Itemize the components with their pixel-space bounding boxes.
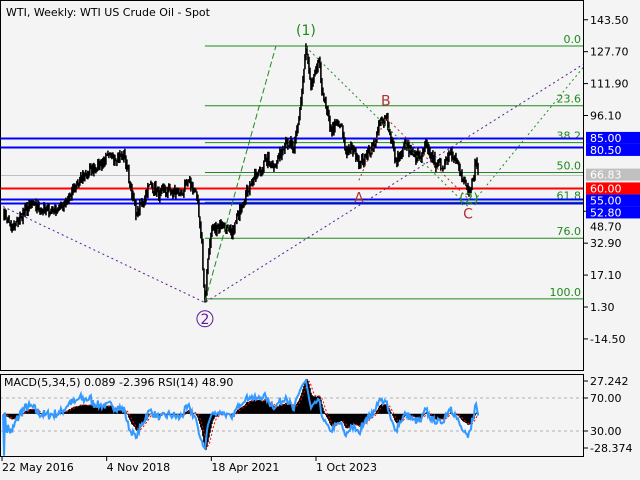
price-tick-label: 32.90	[590, 237, 622, 250]
wave-label: (1)	[296, 23, 316, 39]
fib-level-label: 76.0	[557, 225, 582, 238]
price-badge	[586, 206, 640, 219]
time-tick-label: 18 Apr 2021	[211, 461, 279, 474]
fib-level-label: 23.6	[557, 93, 582, 106]
indicator-layer	[1, 378, 583, 456]
indicator-tick-label: 70.00	[590, 392, 622, 405]
price-axis[interactable]: 143.50 127.70 111.90 96.10 48.70 32.90 17.10 1.…	[584, 14, 629, 346]
price-badge	[586, 194, 640, 207]
wave-label: C	[463, 207, 473, 223]
wave-label: (2)	[459, 192, 479, 208]
time-tick-label: 22 May 2016	[2, 461, 74, 474]
indicator-label: MACD(5,34,5) 0.089 -2.396 RSI(14) 48.90	[4, 376, 233, 389]
price-tick-label: 96.10	[590, 110, 622, 123]
price-badge-label: 60.00	[590, 182, 622, 195]
indicator-tick-label: -28.374	[590, 442, 632, 455]
indicator-axis: 27.242 70.00 30.00 -28.374	[584, 375, 632, 455]
wave-line	[204, 45, 277, 302]
fib-level-label: 38.2	[557, 130, 582, 143]
price-tick-label: 17.10	[590, 269, 622, 282]
price-badge-label: 66.83	[590, 169, 622, 182]
macd-signal-line	[2, 380, 479, 447]
main-panel-border	[0, 0, 584, 371]
price-badge	[586, 131, 640, 144]
time-axis[interactable]: 22 May 2016 4 Nov 2018 18 Apr 2021 1 Oct 20…	[1, 457, 377, 474]
price-badge	[586, 168, 640, 181]
price-badge-label: 80.50	[590, 144, 622, 157]
indicator-tick-label: 30.00	[590, 425, 622, 438]
price-badge	[586, 182, 640, 195]
fib-level-label: 100.0	[550, 286, 582, 299]
price-tick-label: 127.70	[590, 46, 629, 59]
price-badge-label: 55.00	[590, 194, 622, 207]
fib-level-label: 0.0	[564, 33, 582, 46]
price-tick-label: 48.70	[590, 220, 622, 233]
price-tick-label: 143.50	[590, 14, 629, 27]
time-tick-label: 1 Oct 2023	[316, 461, 377, 474]
indicator-tick-label: 27.242	[590, 375, 629, 388]
price-badge	[586, 143, 640, 156]
fib-level-label: 50.0	[557, 159, 582, 172]
chart-title: WTI, Weekly: WTI US Crude Oil - Spot	[6, 6, 211, 19]
price-badge-label: 85.00	[590, 132, 622, 145]
circled-wave-marker	[196, 310, 214, 328]
wave-label: 2	[200, 312, 209, 328]
wave-line	[470, 66, 583, 205]
time-tick-label: 4 Nov 2018	[107, 461, 170, 474]
price-badge-label: 52.80	[590, 206, 622, 219]
wave-label: B	[381, 94, 391, 110]
indicator-panel-border	[0, 374, 584, 457]
price-tick-label: 1.30	[590, 301, 615, 314]
wave-label: A	[354, 191, 364, 207]
rsi-line	[2, 378, 480, 456]
price-tick-label: -14.50	[590, 333, 625, 346]
indicator-plot	[1, 378, 583, 456]
price-tick-label: 111.90	[590, 78, 629, 91]
